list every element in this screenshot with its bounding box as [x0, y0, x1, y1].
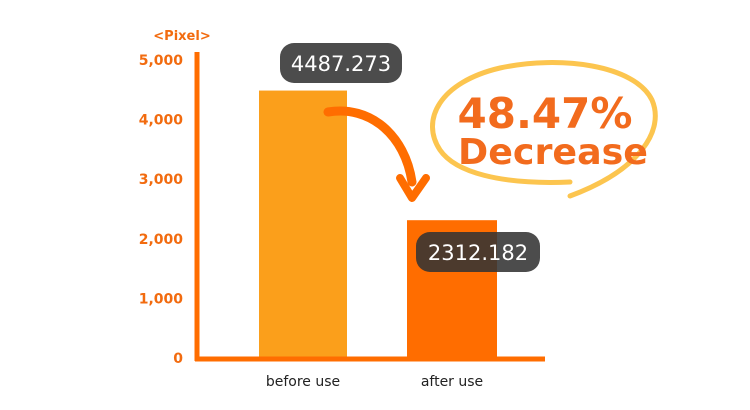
y-tick-label: 5,000: [139, 53, 184, 69]
data-label: 2312.182: [428, 241, 528, 265]
x-tick-label: after use: [421, 374, 483, 390]
y-tick-label: 2,000: [139, 232, 184, 248]
data-label-box: [280, 43, 402, 83]
data-label-box: [416, 232, 540, 272]
y-tick-label: 0: [173, 351, 183, 367]
data-label: 4487.273: [291, 52, 391, 76]
y-tick-label: 1,000: [139, 291, 184, 307]
bar-before: [259, 90, 347, 358]
y-tick-label: 4,000: [139, 113, 184, 129]
callout-ellipse: [430, 60, 658, 199]
callout-percent: 48.47%: [458, 89, 633, 138]
x-tick-label: before use: [266, 374, 340, 390]
y-axis-label: <Pixel>: [153, 29, 210, 44]
y-tick-label: 3,000: [139, 172, 184, 188]
decrease-arrow: [323, 106, 417, 187]
callout-text: Decrease: [458, 132, 648, 173]
arrow-head: [396, 174, 430, 202]
